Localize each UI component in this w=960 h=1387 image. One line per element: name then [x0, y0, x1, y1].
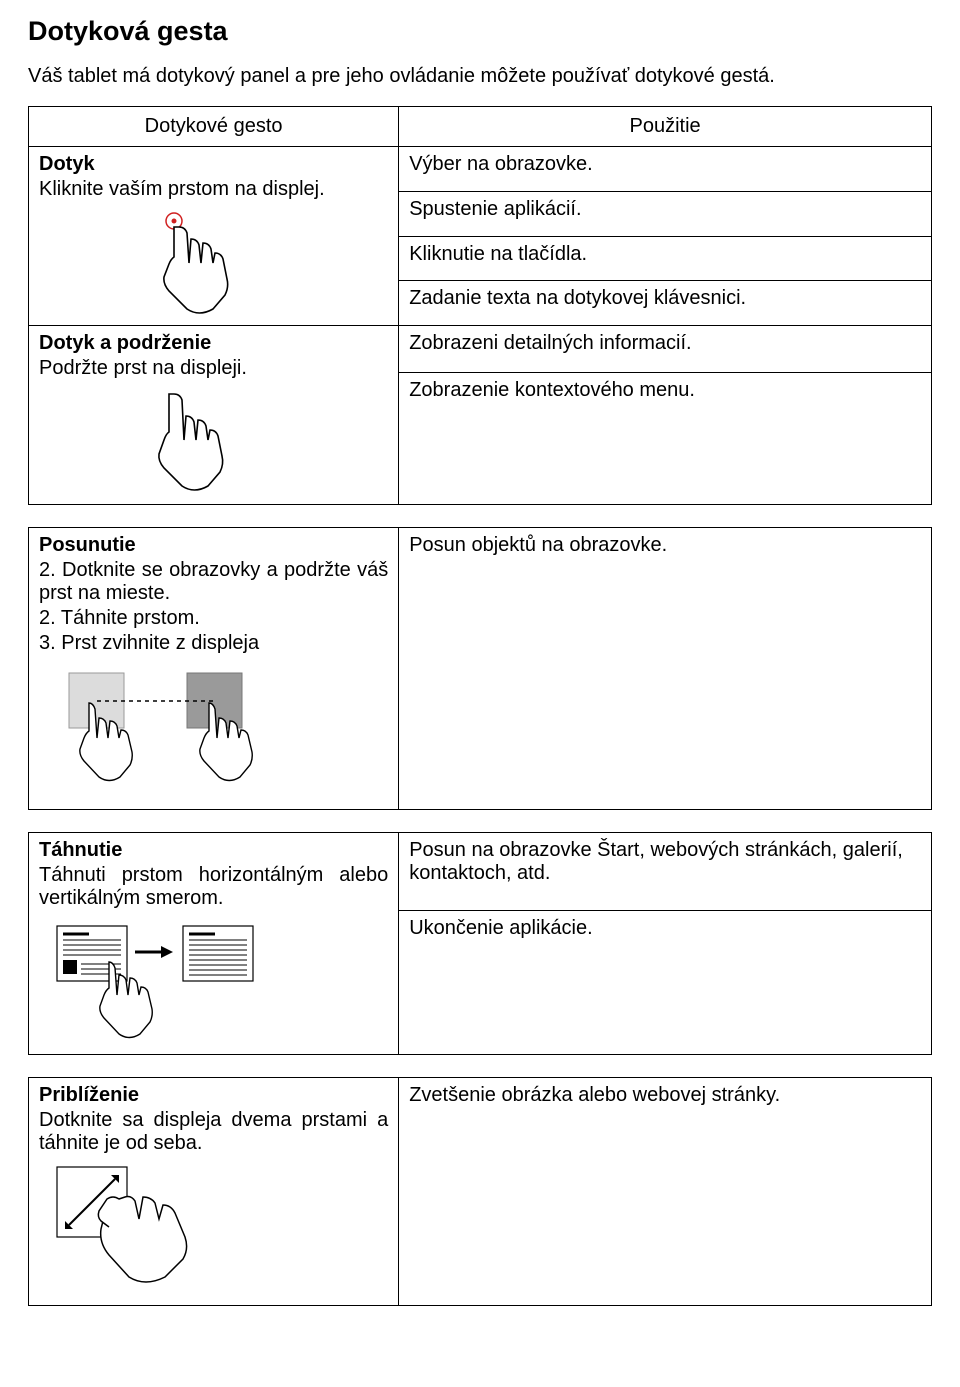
hold-icon	[129, 388, 239, 498]
swipe-icon	[49, 918, 289, 1048]
swipe-usage-1: Posun na obrazovke Štart, webových strán…	[399, 833, 932, 911]
table-header-row: Dotykové gesto Použitie	[29, 107, 932, 147]
intro-text: Váš tablet má dotykový panel a pre jeho …	[28, 65, 932, 88]
page-title: Dotyková gesta	[28, 16, 932, 47]
slide-title: Posunutie	[39, 534, 388, 557]
hold-usage-1: Zobrazeni detailných informacií.	[399, 326, 932, 373]
gestures-table-2: Posunutie 2. Dotknite se obrazovky a pod…	[28, 527, 932, 810]
hold-usage-2: Zobrazenie kontextového menu.	[399, 373, 932, 505]
slide-step3: 3. Prst zvihnite z displeja	[39, 632, 388, 655]
tap-usage-3: Kliknutie na tlačídla.	[399, 236, 932, 281]
pinch-gesture-cell: Priblíženie Dotknite sa displeja dvema p…	[29, 1078, 399, 1306]
hold-title: Dotyk a podrženie	[39, 332, 388, 355]
tap-desc: Kliknite vaším prstom na displej.	[39, 178, 388, 201]
header-gesture: Dotykové gesto	[29, 107, 399, 147]
pinch-desc: Dotknite sa displeja dvema prstami a táh…	[39, 1109, 388, 1155]
tap-icon	[129, 209, 259, 319]
slide-gesture-cell: Posunutie 2. Dotknite se obrazovky a pod…	[29, 528, 399, 810]
swipe-usage-2: Ukončenie aplikácie.	[399, 910, 932, 1055]
gestures-table-1: Dotykové gesto Použitie Dotyk Kliknite v…	[28, 106, 932, 505]
swipe-desc: Táhnuti prstom horizontálným alebo verti…	[39, 864, 388, 910]
slide-step1: 2. Dotknite se obrazovky a podržte váš p…	[39, 559, 388, 605]
page: Dotyková gesta Váš tablet má dotykový pa…	[0, 0, 960, 1356]
hold-row-1: Dotyk a podrženie Podržte prst na disple…	[29, 326, 932, 373]
tap-usage-2: Spustenie aplikácií.	[399, 191, 932, 236]
slide-usage: Posun objektů na obrazovke.	[399, 528, 932, 810]
pinch-title: Priblíženie	[39, 1084, 388, 1107]
pinch-usage: Zvetšenie obrázka alebo webovej stránky.	[399, 1078, 932, 1306]
tap-usage-1: Výber na obrazovke.	[399, 147, 932, 192]
slide-step2: 2. Táhnite prstom.	[39, 607, 388, 630]
swipe-gesture-cell: Táhnutie Táhnuti prstom horizontálným al…	[29, 833, 399, 1055]
swipe-row-1: Táhnutie Táhnuti prstom horizontálným al…	[29, 833, 932, 911]
pinch-row: Priblíženie Dotknite sa displeja dvema p…	[29, 1078, 932, 1306]
gestures-table-3: Táhnutie Táhnuti prstom horizontálným al…	[28, 832, 932, 1055]
swipe-title: Táhnutie	[39, 839, 388, 862]
slide-icon	[59, 663, 319, 803]
hold-gesture-cell: Dotyk a podrženie Podržte prst na disple…	[29, 326, 399, 505]
tap-title: Dotyk	[39, 153, 388, 176]
pinch-out-icon	[49, 1159, 239, 1299]
tap-usage-4: Zadanie texta na dotykovej klávesnici.	[399, 281, 932, 326]
tap-gesture-cell: Dotyk Kliknite vaším prstom na displej.	[29, 147, 399, 326]
header-usage: Použitie	[399, 107, 932, 147]
slide-row: Posunutie 2. Dotknite se obrazovky a pod…	[29, 528, 932, 810]
gestures-table-4: Priblíženie Dotknite sa displeja dvema p…	[28, 1077, 932, 1306]
tap-row-1: Dotyk Kliknite vaším prstom na displej. …	[29, 147, 932, 192]
hold-desc: Podržte prst na displeji.	[39, 357, 388, 380]
